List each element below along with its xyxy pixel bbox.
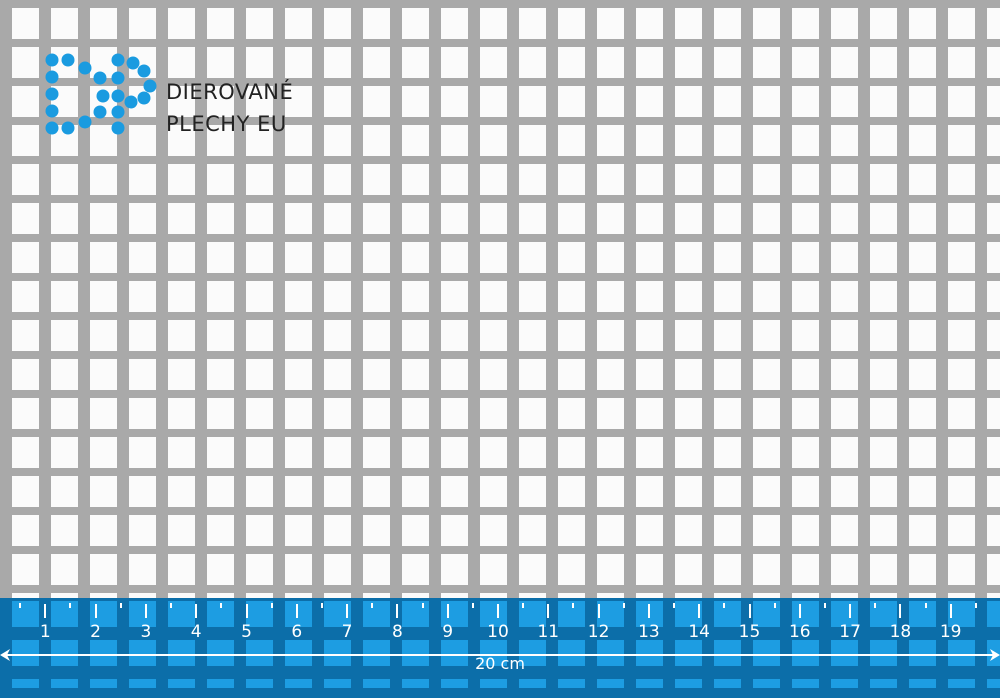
half-cm-tick <box>220 603 223 608</box>
cm-tick <box>597 604 600 618</box>
ruler-label: 3 <box>140 622 152 642</box>
cm-tick <box>547 604 550 618</box>
ruler-label: 5 <box>241 622 252 642</box>
half-cm-tick <box>974 603 977 608</box>
logo-dot <box>111 71 125 85</box>
ruler-label: 4 <box>190 622 202 642</box>
half-cm-tick <box>19 603 22 608</box>
ruler-label: 15 <box>738 622 761 642</box>
logo-dot <box>111 105 125 119</box>
cm-tick <box>44 604 47 618</box>
ruler-label: 17 <box>839 622 861 642</box>
ruler-label: 13 <box>638 622 660 642</box>
logo-dot <box>111 53 125 67</box>
ruler-label: 8 <box>391 622 403 642</box>
ruler-label: 9 <box>442 622 454 642</box>
logo-dot <box>93 105 107 119</box>
cm-tick <box>446 604 449 618</box>
ruler-label: 12 <box>587 622 610 642</box>
logo-dot <box>61 121 75 135</box>
brand-line-2: PLECHY EU <box>166 112 287 136</box>
ruler-label: 1 <box>39 622 51 642</box>
half-cm-tick <box>924 603 927 608</box>
cm-tick <box>899 604 902 618</box>
logo-dot <box>45 53 59 67</box>
half-cm-tick <box>572 603 575 608</box>
cm-tick <box>647 604 650 618</box>
logo-dot <box>126 56 140 70</box>
dp-logo-icon <box>45 53 157 135</box>
ruler-label: 7 <box>341 622 353 642</box>
half-cm-tick <box>622 603 625 608</box>
ruler-label: 10 <box>487 622 509 642</box>
half-cm-tick <box>874 603 877 608</box>
ruler-label: 2 <box>90 622 102 642</box>
cm-tick <box>698 604 701 618</box>
cm-tick <box>94 604 97 618</box>
logo-dot <box>61 53 75 67</box>
logo-dot <box>93 71 107 85</box>
cm-tick <box>346 604 349 618</box>
half-cm-tick <box>119 603 122 608</box>
logo-dot <box>45 121 59 135</box>
half-cm-tick <box>471 603 474 608</box>
logo-dot <box>137 64 151 78</box>
cm-tick <box>748 604 751 618</box>
ruler: 20 cm 1 2 3 4 5 6 7 8 9 10 11 12 13 14 15 16 17 18 19 <box>0 598 1000 698</box>
half-cm-tick <box>773 603 776 608</box>
cm-tick <box>245 604 248 618</box>
half-cm-tick <box>320 603 323 608</box>
logo-dot <box>143 79 157 93</box>
half-cm-tick <box>723 603 726 608</box>
half-cm-tick <box>371 603 374 608</box>
cm-tick <box>497 604 499 618</box>
logo-dot <box>45 70 59 84</box>
ruler-label: 6 <box>291 622 303 642</box>
half-cm-tick <box>69 603 72 608</box>
logo-dot <box>78 115 92 129</box>
ruler-label: 11 <box>537 622 560 642</box>
ruler-label: 18 <box>889 622 912 642</box>
cm-tick <box>295 604 298 618</box>
ruler-label: 14 <box>688 622 711 642</box>
logo-dot <box>96 89 110 103</box>
ruler-label: 19 <box>939 622 962 642</box>
half-cm-tick <box>270 603 273 608</box>
cm-tick <box>798 604 801 618</box>
logo-dot <box>78 61 92 75</box>
logo-dot <box>124 95 138 109</box>
half-cm-tick <box>673 603 676 608</box>
total-length-label: 20 cm <box>475 654 525 673</box>
cm-tick <box>195 604 198 618</box>
half-cm-tick <box>823 603 826 608</box>
half-cm-tick <box>170 603 173 608</box>
logo-dot <box>111 89 125 103</box>
measure-arrow-icon <box>0 649 1000 661</box>
ruler-band <box>0 598 1000 698</box>
logo-dot <box>45 87 59 101</box>
logo-dot <box>111 121 125 135</box>
ruler-label: 16 <box>788 622 811 642</box>
brand-line-1: DIEROVANÉ <box>166 80 294 104</box>
cm-tick <box>396 604 399 618</box>
half-cm-tick <box>522 603 525 608</box>
cm-tick <box>949 604 952 618</box>
logo-dot <box>45 104 59 118</box>
half-cm-tick <box>421 603 424 608</box>
logo-dot <box>137 91 151 105</box>
cm-tick <box>849 604 852 618</box>
cm-tick <box>144 604 147 618</box>
